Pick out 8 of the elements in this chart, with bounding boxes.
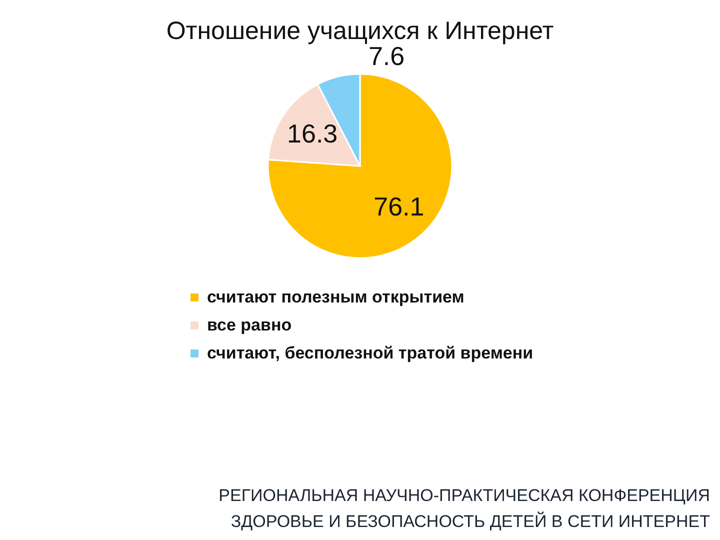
data-label: 76.1 bbox=[374, 192, 424, 222]
data-label: 16.3 bbox=[287, 118, 338, 149]
legend-label: все равно bbox=[207, 316, 292, 334]
pie-slice bbox=[267, 73, 453, 259]
text: РЕГИОНАЛЬНАЯ НАУЧНО-ПРАКТИЧЕСКАЯ КОНФЕРЕНЦИЯ bbox=[218, 486, 710, 505]
legend-label: считают полезным открытием bbox=[207, 288, 464, 306]
text: ЗДОРОВЬЕ И БЕЗОПАСНОСТЬ ДЕТЕЙ В СЕТИ ИНТЕРНЕТ bbox=[230, 511, 710, 531]
legend-label: считают, бесполезной тратой времени bbox=[207, 344, 534, 362]
